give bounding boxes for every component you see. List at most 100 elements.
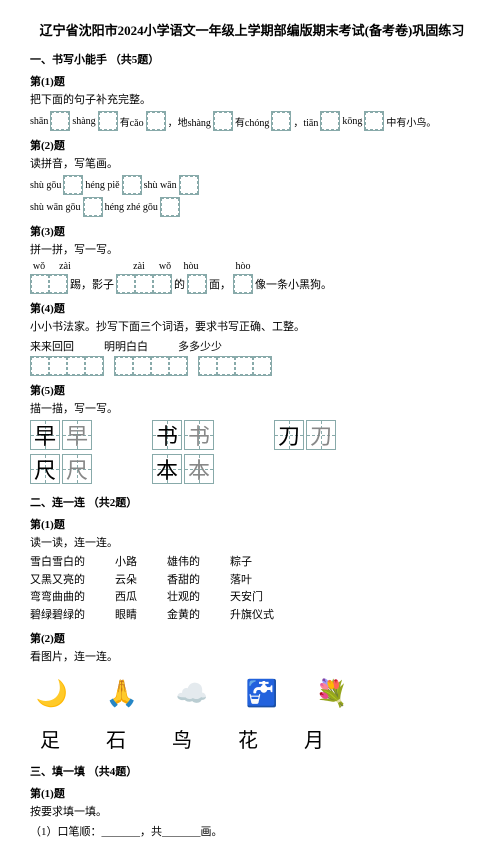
trace-cell: 早 [62,420,92,450]
q2-box [179,175,199,195]
q5-label: 第(5)题 [30,382,474,398]
q3-mid2: 的 [174,276,185,292]
char-row: 足 石 鸟 花 月 [40,724,474,753]
trace-cell: 尺 [62,454,92,484]
q1-row: shān shàng 有cǎo ，地shàng 有chóng ，tiān kōn… [30,111,474,131]
q3-mid1: 踢，影子 [70,276,114,292]
trace-cell: 书 [152,420,182,450]
q2-label: 第(2)题 [30,137,474,153]
q4-text: 小小书法家。抄写下面三个词语，要求书写正确、工整。 [30,318,474,334]
match-item: 雪白雪白的 [30,554,85,572]
q2-row1: shù gōu héng piě shù wān [30,175,474,195]
s3q1-text: 按要求填一填。 [30,803,474,819]
q4-w0: 来来回回 [30,338,74,354]
q3-py0: wǒ [30,261,48,272]
match-item: 雄伟的 [167,554,200,572]
q3-pinyin-row: wǒ zài zài wǒ hòu hòo [30,261,474,272]
q1-label: 第(1)题 [30,73,474,89]
q5-row1: 早 早 书 书 刀 刀 [30,420,474,450]
match-item: 香甜的 [167,572,200,590]
q1-p0: shān [30,116,48,127]
char: 石 [106,724,126,753]
s3q1-line: （1）口笔顺：_______，共_______画。 [30,823,474,839]
q2-box [122,175,142,195]
q1-p6: kōng [342,116,362,127]
q5-row2: 尺 尺 本 本 [30,454,474,484]
s2q2-text: 看图片，连一连。 [30,648,474,664]
q1-text: 把下面的句子补充完整。 [30,91,474,107]
q4-grid [114,356,188,376]
char: 花 [238,724,258,753]
char: 足 [40,724,60,753]
s2q1-text: 读一读，连一连。 [30,534,474,550]
q1-p4: 有chóng [235,114,269,129]
match-item: 小路 [115,554,137,572]
q3-mid3: 面， [209,276,231,292]
q4-grid [198,356,272,376]
q1-box [98,111,118,131]
q2-box [63,175,83,195]
q3-label: 第(3)题 [30,223,474,239]
q1-box [50,111,70,131]
s2q1-label: 第(1)题 [30,516,474,532]
q3-py3: zài [130,261,148,272]
q4-label: 第(4)题 [30,300,474,316]
match-item: 碧绿碧绿的 [30,607,85,625]
q4-grid [30,356,104,376]
faucet-icon: 🚰 [240,672,284,716]
moon-icon: 🌙 [30,672,74,716]
match-item: 粽子 [230,554,274,572]
q3-py5: hòu [182,261,200,272]
q2-box [160,197,180,217]
q1-box [271,111,291,131]
trace-cell: 刀 [306,420,336,450]
q1-p1: shàng [72,116,95,127]
match-item: 金黄的 [167,607,200,625]
q3-tail: 像一条小黑狗。 [255,276,332,292]
q4-words: 来来回回 明明白白 多多少少 [30,338,474,354]
q1-p2: 有cǎo [120,114,144,129]
q2-r2-0: shù wān gōu [30,202,81,213]
section2-heading: 二、连一连 （共2题） [30,494,474,510]
q3-row: 踢，影子 的 面， 像一条小黑狗。 [30,274,474,294]
trace-cell: 书 [184,420,214,450]
q3-py1: zài [56,261,74,272]
match-grid: 雪白雪白的 又黑又亮的 弯弯曲曲的 碧绿碧绿的 小路 云朵 西瓜 眼睛 雄伟的 … [30,554,474,624]
match-item: 天安门 [230,589,274,607]
q3-box [116,274,172,294]
trace-cell: 本 [184,454,214,484]
image-row: 🌙 🙏 ☁️ 🚰 💐 [30,672,474,716]
q1-box [364,111,384,131]
q3-box [187,274,207,294]
q1-p5: ，tiān [293,114,318,129]
match-item: 落叶 [230,572,274,590]
match-col4: 粽子 落叶 天安门 升旗仪式 [230,554,274,624]
q2-r1-0: shù gōu [30,180,61,191]
cloud-bird-icon: ☁️ [170,672,214,716]
match-col1: 雪白雪白的 又黑又亮的 弯弯曲曲的 碧绿碧绿的 [30,554,85,624]
flowers-icon: 💐 [310,672,354,716]
match-item: 云朵 [115,572,137,590]
q2-row2: shù wān gōu héng zhé gōu [30,197,474,217]
trace-cell: 尺 [30,454,60,484]
q2-box [83,197,103,217]
q5-text: 描一描，写一写。 [30,400,474,416]
trace-cell: 刀 [274,420,304,450]
q1-p3: ，地shàng [168,114,211,129]
section1-heading: 一、书写小能手 （共5题） [30,51,474,67]
q2-r1-2: shù wān [144,180,177,191]
s2q2-label: 第(2)题 [30,630,474,646]
section3-heading: 三、填一填 （共4题） [30,763,474,779]
q2-r1-1: héng piě [85,180,119,191]
page-title: 辽宁省沈阳市2024小学语文一年级上学期部编版期末考试(备考卷)巩固练习 [30,20,474,39]
q2-text: 读拼音，写笔画。 [30,155,474,171]
q1-box [320,111,340,131]
q3-box [233,274,253,294]
q4-w1: 明明白白 [104,338,148,354]
match-item: 西瓜 [115,589,137,607]
s3q1-label: 第(1)题 [30,785,474,801]
trace-cell: 本 [152,454,182,484]
match-col3: 雄伟的 香甜的 壮观的 金黄的 [167,554,200,624]
char: 月 [304,724,324,753]
q3-py7: hòo [234,261,252,272]
